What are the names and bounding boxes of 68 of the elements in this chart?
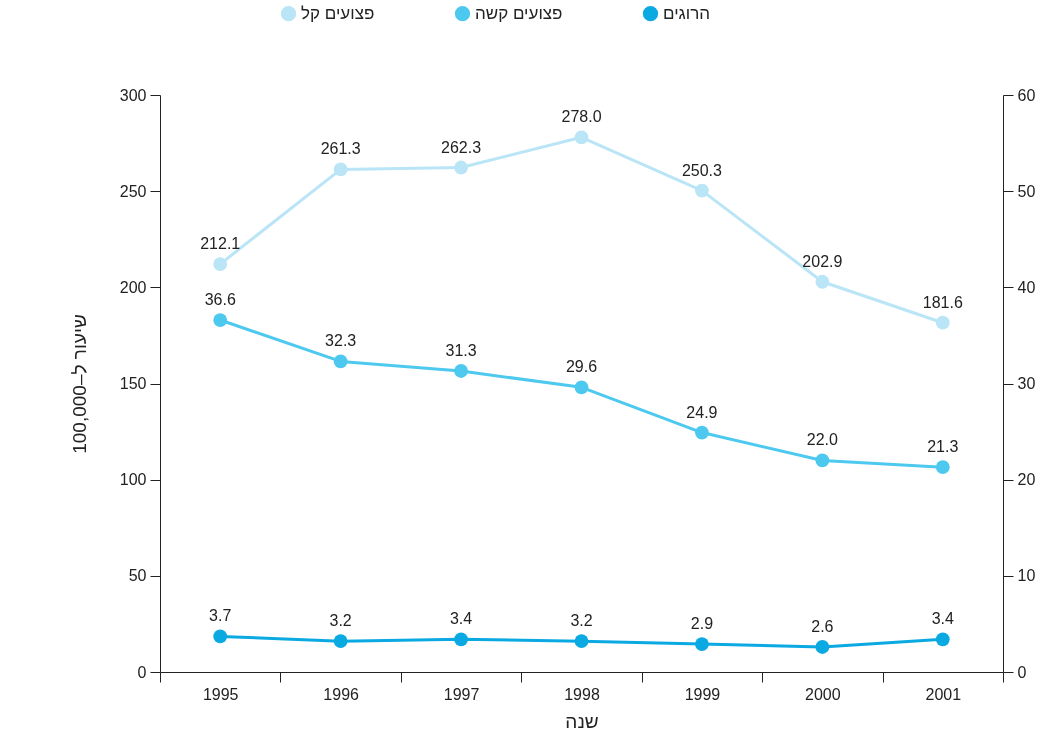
data-label: 3.4 bbox=[449, 610, 473, 628]
point bbox=[695, 637, 709, 651]
point bbox=[454, 160, 468, 175]
point bbox=[815, 453, 830, 468]
data-label: 2.9 bbox=[690, 615, 714, 633]
data-label: 3.2 bbox=[570, 612, 593, 630]
data-label: 212.1 bbox=[200, 235, 241, 253]
x-tick-label: 2001 bbox=[925, 685, 962, 703]
point bbox=[454, 632, 468, 647]
point bbox=[695, 183, 709, 198]
y2-tick-label: 20 bbox=[1017, 471, 1036, 489]
point bbox=[574, 380, 589, 395]
data-label: 278.0 bbox=[561, 108, 602, 126]
data-label: 3.7 bbox=[209, 607, 232, 625]
data-label: 3.2 bbox=[329, 612, 352, 630]
data-label: 202.9 bbox=[802, 252, 843, 270]
point bbox=[213, 313, 228, 327]
y2-tick-label: 10 bbox=[1017, 567, 1036, 585]
y-tick-label: 50 bbox=[128, 567, 147, 585]
legend-label: פצועים קשה bbox=[475, 3, 563, 23]
x-tick-label: 1997 bbox=[443, 685, 480, 703]
data-label: 22.0 bbox=[806, 431, 839, 449]
point bbox=[213, 629, 228, 644]
point bbox=[333, 634, 348, 649]
y2-tick-label: 60 bbox=[1017, 86, 1036, 104]
y2-tick-label: 40 bbox=[1017, 278, 1036, 296]
point bbox=[213, 257, 228, 271]
data-label: 3.4 bbox=[931, 610, 954, 628]
y-tick-label: 300 bbox=[119, 86, 147, 104]
y-tick-label: 250 bbox=[119, 182, 147, 200]
x-tick-label: 1996 bbox=[323, 685, 360, 703]
y-tick-label: 100 bbox=[119, 471, 147, 489]
point bbox=[574, 130, 589, 145]
point bbox=[935, 315, 950, 330]
point bbox=[815, 640, 830, 654]
point bbox=[815, 274, 830, 289]
data-label: 261.3 bbox=[320, 140, 361, 158]
y-tick-label: 200 bbox=[119, 278, 147, 296]
point bbox=[935, 460, 950, 475]
x-tick-label: 2000 bbox=[805, 685, 841, 703]
legend-label: פצועים קל bbox=[301, 3, 375, 23]
x-tick-label: 1998 bbox=[564, 685, 600, 703]
y2-tick-label: 30 bbox=[1017, 375, 1036, 392]
y2-tick-label: 0 bbox=[1017, 663, 1027, 681]
data-label: 31.3 bbox=[445, 342, 477, 359]
x-tick-label: 1995 bbox=[202, 685, 239, 703]
data-label: 250.3 bbox=[681, 161, 723, 179]
y2-tick-label: 50 bbox=[1017, 182, 1036, 200]
y-tick-label: 150 bbox=[119, 375, 147, 392]
data-label: 2.6 bbox=[811, 618, 834, 635]
y-axis-title: שיעור ל–100,000 bbox=[68, 314, 90, 454]
data-label: 21.3 bbox=[927, 438, 959, 456]
point bbox=[454, 364, 468, 378]
data-label: 262.3 bbox=[441, 138, 482, 156]
point bbox=[695, 425, 709, 440]
point bbox=[935, 632, 950, 647]
data-label: 32.3 bbox=[325, 332, 357, 350]
data-label: 24.9 bbox=[686, 403, 718, 421]
point bbox=[333, 162, 348, 177]
point bbox=[333, 354, 348, 369]
x-tick-label: 1999 bbox=[684, 685, 721, 703]
point bbox=[574, 634, 589, 649]
data-label: 181.6 bbox=[922, 293, 963, 311]
y-tick-label: 0 bbox=[137, 663, 147, 681]
legend-label: הרוגים bbox=[663, 3, 711, 23]
data-label: 29.6 bbox=[565, 358, 598, 376]
x-axis-title: שנה bbox=[565, 710, 599, 732]
data-label: 36.6 bbox=[204, 291, 236, 309]
